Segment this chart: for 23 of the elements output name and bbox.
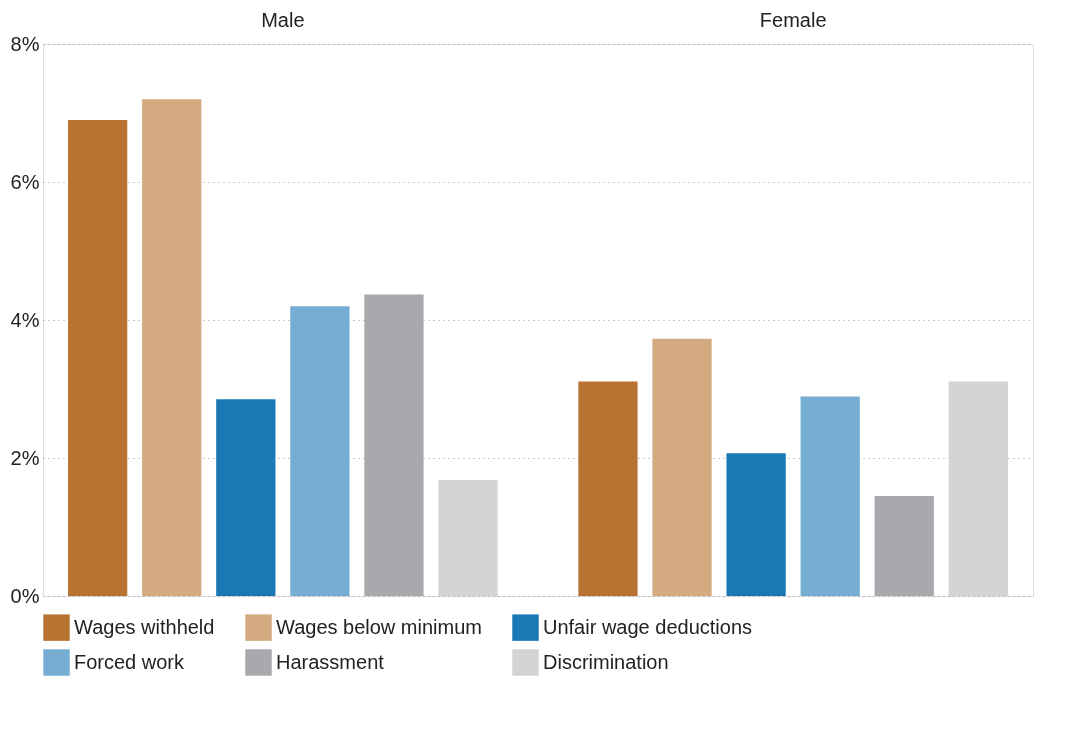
x-tick-label: Female xyxy=(759,8,827,31)
y-tick-label: 6% xyxy=(10,170,40,193)
bar xyxy=(726,453,786,596)
bar xyxy=(290,306,350,596)
legend-label: Wages withheld xyxy=(74,615,215,638)
legend-label: Forced work xyxy=(74,650,186,673)
legend-label: Unfair wage deductions xyxy=(543,615,753,638)
x-tick-label: Male xyxy=(261,8,305,31)
bar xyxy=(142,99,202,596)
y-tick-label: 8% xyxy=(10,32,40,55)
legend-label: Wages below minimum xyxy=(276,615,482,638)
bar xyxy=(800,396,860,596)
bar xyxy=(578,381,638,596)
legend-label: Discrimination xyxy=(543,650,669,673)
bar xyxy=(364,294,424,596)
bar xyxy=(216,399,276,596)
bar xyxy=(652,338,712,596)
legend-label: Harassment xyxy=(276,650,385,673)
y-tick-label: 4% xyxy=(10,308,40,331)
bar xyxy=(68,119,128,596)
bar xyxy=(874,495,934,596)
y-tick-label: 2% xyxy=(10,446,40,469)
y-tick-label: 0% xyxy=(10,584,40,607)
